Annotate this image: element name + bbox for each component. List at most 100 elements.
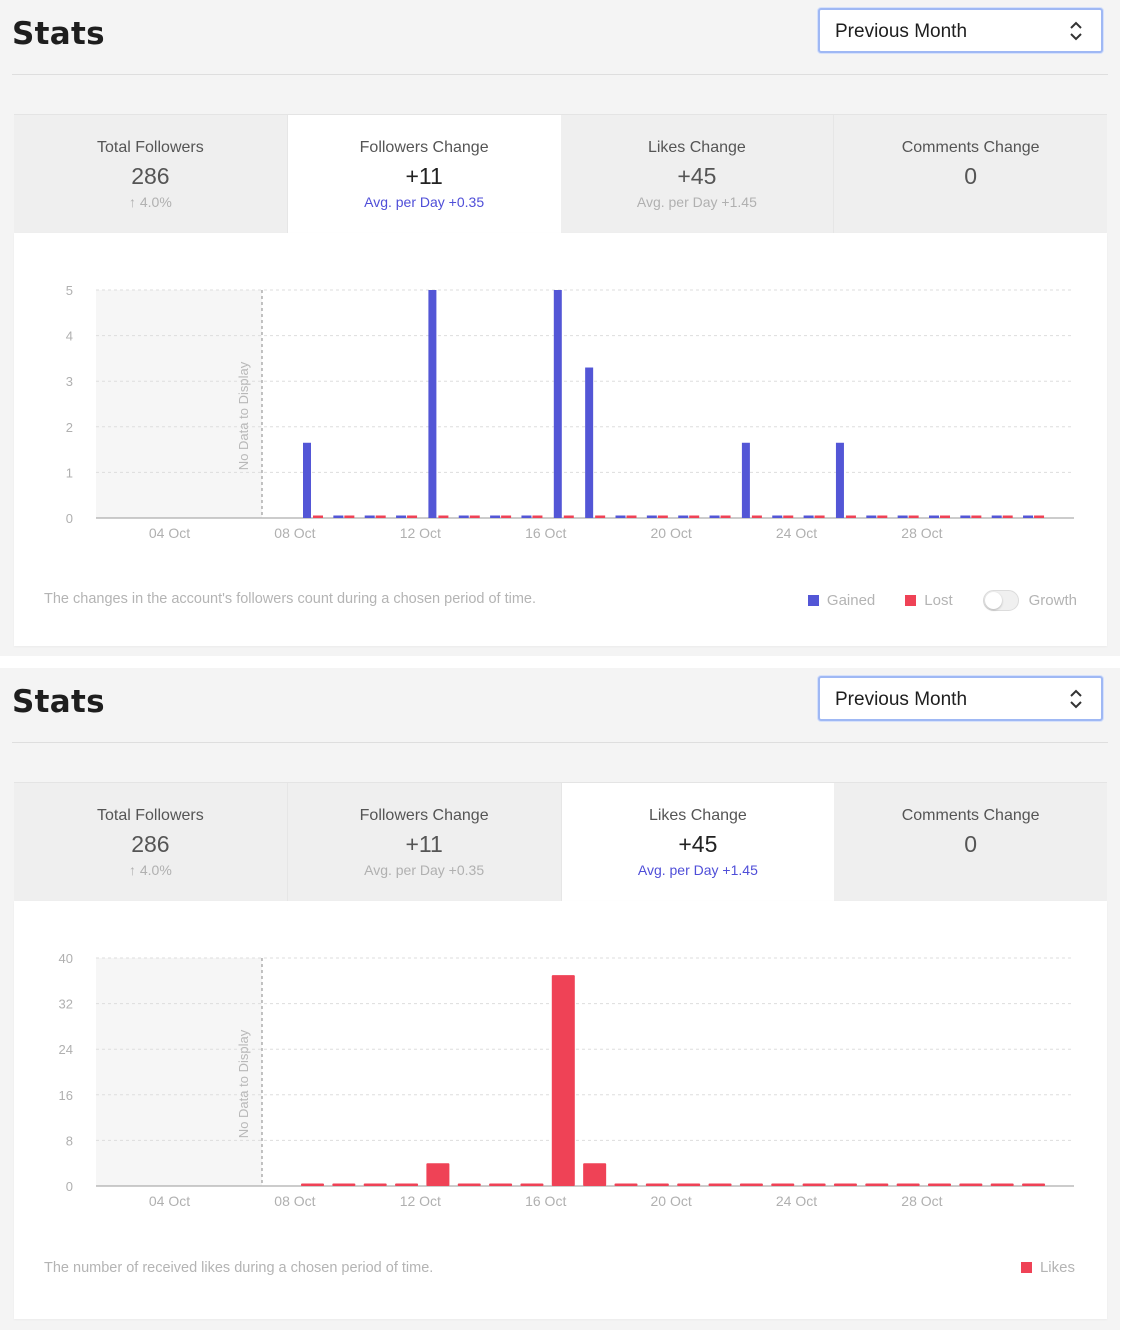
period-select-value: Previous Month (835, 21, 968, 42)
chart-legend: Likes (1020, 1259, 1075, 1276)
lost-bar (783, 515, 794, 518)
likes-bar (645, 1183, 669, 1186)
lost-bar (626, 515, 637, 518)
x-tick-label: 08 Oct (274, 1193, 315, 1209)
tab-comments-change[interactable]: Comments Change 0 (834, 783, 1107, 901)
tab-subvalue: ↑ 4.0% (128, 862, 172, 878)
tab-label: Likes Change (647, 139, 746, 156)
lost-bar (563, 515, 574, 518)
likes-bar (677, 1183, 701, 1186)
y-tick-label: 16 (59, 1088, 73, 1103)
gained-bar (709, 515, 720, 518)
likes-bar (489, 1183, 513, 1186)
lost-bar (657, 515, 668, 518)
tab-value: +45 (677, 163, 717, 189)
tab-value: 0 (964, 831, 978, 857)
gained-bar (364, 515, 375, 518)
tab-total-followers[interactable]: Total Followers 286 ↑ 4.0% (14, 115, 288, 233)
lost-bar (971, 515, 982, 518)
gained-bar (521, 515, 532, 518)
gained-bar (741, 442, 750, 518)
likes-bar (865, 1183, 889, 1186)
lost-bar (751, 515, 762, 518)
tab-likes-change[interactable]: Likes Change +45 Avg. per Day +1.45 (561, 783, 835, 901)
page-title: Stats (12, 684, 105, 720)
tab-comments-change[interactable]: Comments Change 0 (834, 115, 1107, 233)
tab-followers-change[interactable]: Followers Change +11 Avg. per Day +0.35 (288, 783, 562, 901)
x-tick-label: 28 Oct (901, 1193, 942, 1209)
period-select[interactable]: Previous Month (818, 8, 1103, 53)
gained-bar (772, 515, 783, 518)
no-data-region (96, 958, 263, 1186)
y-tick-label: 3 (66, 374, 73, 389)
followers-change-chart: 0 1 2 3 4 5 No Data to Display 04 Oct 08 Oct 12 O… (66, 283, 1074, 541)
legend-likes[interactable]: Likes (1020, 1259, 1075, 1276)
lost-bar (1002, 515, 1013, 518)
gained-bar (866, 515, 877, 518)
tab-value: 0 (964, 163, 978, 189)
lost-bar (501, 515, 512, 518)
tab-subvalue: Avg. per Day +1.45 (637, 862, 758, 878)
gained-bar (553, 290, 562, 518)
growth-toggle[interactable] (982, 590, 1019, 611)
lost-bar (720, 515, 731, 518)
y-tick-label: 24 (59, 1042, 73, 1057)
lost-bar (375, 515, 386, 518)
y-tick-label: 1 (66, 465, 73, 480)
gained-bar (646, 515, 657, 518)
lost-bar (438, 515, 449, 518)
x-tick-label: 24 Oct (776, 1193, 817, 1209)
chevron-up-down-icon (1070, 21, 1082, 41)
likes-bar (896, 1183, 920, 1186)
legend-lost[interactable]: Lost (905, 592, 953, 609)
gained-bar (303, 442, 311, 518)
gained-bar (835, 442, 844, 518)
y-tick-label: 32 (59, 997, 73, 1012)
period-select[interactable]: Previous Month (818, 676, 1103, 721)
lost-bar (344, 515, 355, 518)
legend-label: Likes (1039, 1259, 1075, 1276)
lost-bar (313, 515, 323, 518)
x-tick-label: 16 Oct (525, 1193, 566, 1209)
x-tick-label: 12 Oct (400, 1193, 441, 1209)
tab-subvalue: Avg. per Day +1.45 (636, 194, 757, 210)
period-select-value: Previous Month (835, 689, 968, 710)
legend-gained[interactable]: Gained (807, 592, 875, 609)
lost-bar (1034, 515, 1045, 518)
likes-bar (959, 1183, 983, 1186)
tab-likes-change[interactable]: Likes Change +45 Avg. per Day +1.45 (561, 115, 835, 233)
y-tick-label: 0 (66, 1179, 73, 1194)
page-title: Stats (12, 16, 105, 52)
x-tick-label: 24 Oct (776, 525, 817, 541)
y-tick-label: 4 (66, 329, 73, 344)
x-tick-label: 04 Oct (149, 525, 190, 541)
tab-followers-change[interactable]: Followers Change +11 Avg. per Day +0.35 (287, 115, 561, 233)
legend-label: Lost (924, 592, 953, 609)
y-tick-label: 2 (66, 420, 73, 435)
x-tick-label: 12 Oct (400, 525, 441, 541)
x-tick-label: 20 Oct (650, 1193, 691, 1209)
likes-bar (990, 1183, 1014, 1186)
gained-bar (490, 515, 501, 518)
tab-label: Followers Change (359, 139, 489, 156)
chart-caption: The changes in the account's followers c… (44, 591, 537, 607)
gained-bar (897, 515, 908, 518)
gained-bar (678, 515, 689, 518)
likes-chart-card: 0 8 16 24 32 40 No Data to Display 04 Oct 08 Oct… (14, 901, 1107, 1319)
lost-bar (407, 515, 418, 518)
likes-bar (426, 1163, 450, 1186)
lost-bar (908, 515, 919, 518)
gained-bar (991, 515, 1002, 518)
x-tick-label: 16 Oct (525, 525, 566, 541)
likes-bar (928, 1183, 951, 1186)
tab-value: +11 (405, 163, 443, 189)
chevron-up-down-icon (1070, 689, 1082, 709)
tab-value: 286 (131, 163, 170, 189)
likes-bar (301, 1183, 324, 1186)
lost-bar (532, 515, 543, 518)
toggle-knob (984, 592, 1002, 609)
likes-bar (614, 1183, 638, 1186)
stats-panel-followers: Stats Previous Month Total Followers 286… (0, 0, 1120, 656)
tab-total-followers[interactable]: Total Followers 286 ↑ 4.0% (14, 783, 288, 901)
chart-caption: The number of received likes during a ch… (44, 1260, 434, 1276)
